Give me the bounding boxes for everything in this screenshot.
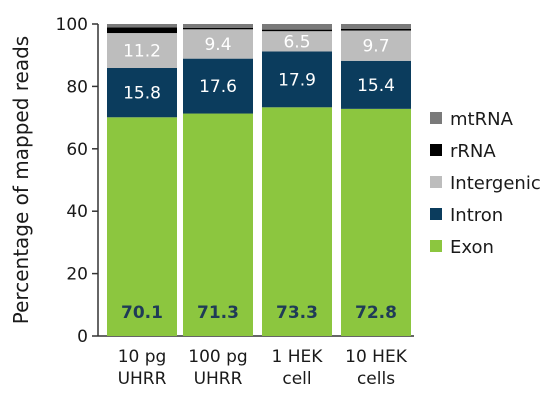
legend-swatch-rrna [430, 144, 442, 156]
data-label: 73.3 [276, 303, 318, 323]
y-tick-label: 80 [66, 77, 88, 97]
data-label: 17.6 [199, 77, 237, 97]
y-tick-label: 20 [66, 265, 88, 285]
bar-segment-exon [262, 107, 332, 336]
x-tick-label: cells [357, 369, 395, 389]
legend-label-intron: Intron [450, 205, 503, 226]
legend-label-rrna: rRNA [450, 141, 496, 162]
legend-label-intergenic: Intergenic [450, 173, 541, 194]
data-label: 70.1 [121, 303, 163, 323]
data-label: 9.7 [362, 37, 389, 57]
bar-layer [107, 24, 411, 337]
legend-label-mtrna: mtRNA [450, 109, 514, 130]
bar-segment-mtrna [341, 24, 411, 29]
legend-label-exon: Exon [450, 237, 494, 258]
bar-segment-rrna [262, 29, 332, 32]
bar-segment-intron [262, 51, 332, 108]
label-layer: 70.1 15.8 11.2 71.3 17.6 9.4 73.3 17.9 6.5 72.8 15… [121, 32, 397, 323]
data-label: 9.4 [204, 35, 231, 55]
legend-swatch-intron [430, 208, 442, 220]
legend-swatch-mtrna [430, 112, 442, 124]
bar-segment-exon [107, 117, 177, 337]
bar-segment-intron [183, 58, 253, 114]
bar-segment-intergenic [341, 30, 411, 61]
data-label: 72.8 [355, 303, 397, 323]
y-tick-label: 100 [56, 15, 88, 35]
bar-segment-exon [341, 108, 411, 336]
bar-segment-exon [183, 113, 253, 336]
y-axis-label: Percentage of mapped reads [9, 36, 33, 324]
y-tick-label: 60 [66, 140, 88, 160]
x-tick-label: 10 HEK [345, 347, 408, 367]
data-label: 71.3 [197, 303, 239, 323]
bar-segment-mtrna [107, 24, 177, 28]
bar-segment-mtrna [262, 24, 332, 30]
data-label: 17.9 [278, 70, 316, 90]
bar-segment-intergenic [107, 33, 177, 68]
bar-segment-intron [341, 60, 411, 109]
x-tick-label: 100 pg [188, 347, 247, 367]
x-tick-label: 10 pg [118, 347, 167, 367]
bar-segment-intron [107, 67, 177, 118]
legend-swatch-exon [430, 240, 442, 252]
x-tick-label: UHRR [194, 369, 243, 389]
legend: mtRNA rRNA Intergenic Intron Exon [430, 109, 541, 258]
bar-segment-rrna [107, 27, 177, 34]
data-label: 15.4 [357, 76, 395, 96]
bar-segment-intergenic [262, 31, 332, 52]
bar-segment-intergenic [183, 29, 253, 59]
data-label: 6.5 [283, 32, 310, 52]
data-label: 11.2 [123, 42, 161, 62]
x-tick-label: cell [282, 369, 311, 389]
x-tick-label: UHRR [118, 369, 167, 389]
data-label: 15.8 [123, 84, 161, 104]
bar-segment-rrna [183, 27, 253, 30]
bar-segment-mtrna [183, 24, 253, 28]
y-tick-label: 40 [66, 202, 88, 222]
y-tick-label: 0 [77, 327, 88, 347]
legend-swatch-intergenic [430, 176, 442, 188]
bar-segment-rrna [341, 28, 411, 31]
x-tick-label: 1 HEK [272, 347, 324, 367]
